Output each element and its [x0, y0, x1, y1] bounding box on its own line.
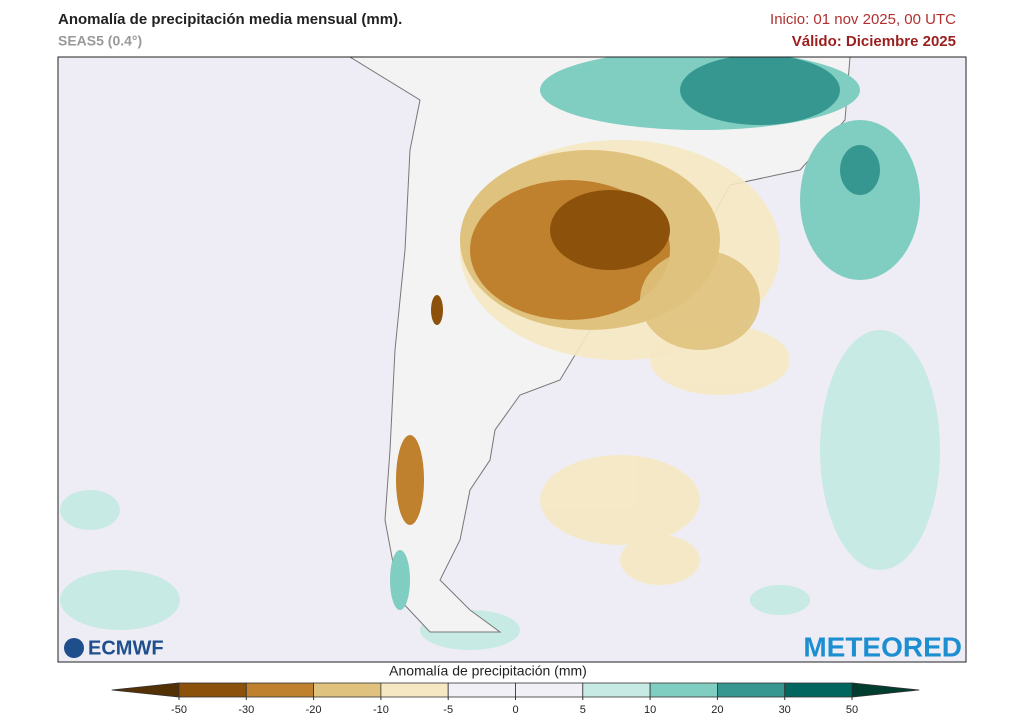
init-time: Inicio: 01 nov 2025, 00 UTC	[770, 11, 956, 28]
colorbar-segment	[784, 682, 853, 698]
colorbar-segment	[245, 682, 315, 698]
map-frame	[57, 56, 967, 663]
colorbar-segment	[717, 682, 786, 698]
colorbar-extend-low	[111, 682, 180, 698]
colorbar-tick-label: -10	[373, 704, 389, 716]
ecmwf-icon	[64, 638, 84, 658]
title: Anomalía de precipitación media mensual …	[58, 11, 402, 28]
colorbar-tick-label: 0	[512, 704, 518, 716]
colorbar-segment	[515, 682, 584, 698]
colorbar-tick-label: 10	[644, 704, 656, 716]
colorbar-extend-high	[851, 682, 920, 698]
ecmwf-text: ECMWF	[88, 637, 164, 659]
colorbar-segment	[178, 682, 247, 698]
map-layers	[60, 57, 940, 650]
colorbar-segment	[380, 682, 449, 698]
dry-anomaly	[396, 140, 780, 525]
colorbar-tick-label: 20	[711, 704, 723, 716]
subtitle: SEAS5 (0.4°)	[58, 33, 142, 49]
colorbar-segment	[649, 682, 718, 698]
colorbar-label: Anomalía de precipitación (mm)	[389, 663, 587, 679]
colorbar-tick-label: -50	[171, 704, 187, 716]
colorbar-tick-label: 30	[779, 704, 791, 716]
ecmwf-logo: ECMWF	[64, 637, 164, 659]
colorbar-segment	[582, 682, 651, 698]
colorbar-segment	[313, 682, 382, 698]
colorbar-segment	[447, 682, 516, 698]
colorbar-tick-label: 50	[846, 704, 858, 716]
colorbar: Anomalía de precipitación (mm) -50 -30 -20…	[111, 663, 920, 716]
colorbar-tick-label: -20	[306, 704, 322, 716]
colorbar-tick-label: 5	[580, 704, 586, 716]
wet-anomaly	[390, 57, 920, 610]
valid-time: Válido: Diciembre 2025	[792, 33, 956, 50]
meteored-logo: METEORED	[803, 631, 962, 662]
map: ECMWF METEORED	[57, 56, 967, 663]
colorbar-tick-label: -5	[443, 704, 453, 716]
colorbar-tick-label: -30	[238, 704, 254, 716]
ocean-light-wet	[60, 330, 940, 650]
